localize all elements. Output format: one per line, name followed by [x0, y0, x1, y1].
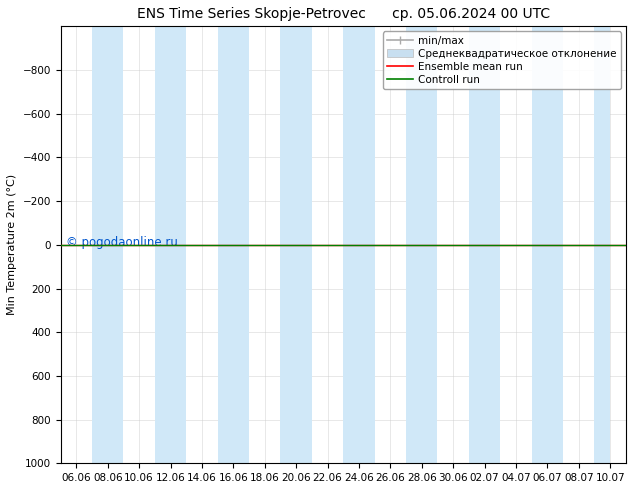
Bar	[469, 26, 500, 464]
Title: ENS Time Series Skopje-Petrovec      ср. 05.06.2024 00 UTC: ENS Time Series Skopje-Petrovec ср. 05.0…	[137, 7, 550, 21]
Text: © pogodaonline.ru: © pogodaonline.ru	[66, 236, 178, 249]
Bar	[217, 26, 249, 464]
Bar	[406, 26, 437, 464]
Bar	[155, 26, 186, 464]
Bar	[532, 26, 563, 464]
Bar	[595, 26, 610, 464]
Bar	[343, 26, 375, 464]
Bar	[92, 26, 124, 464]
Y-axis label: Min Temperature 2m (°C): Min Temperature 2m (°C)	[7, 174, 17, 316]
Legend: min/max, Среднеквадратическое отклонение, Ensemble mean run, Controll run: min/max, Среднеквадратическое отклонение…	[382, 31, 621, 89]
Bar	[280, 26, 312, 464]
